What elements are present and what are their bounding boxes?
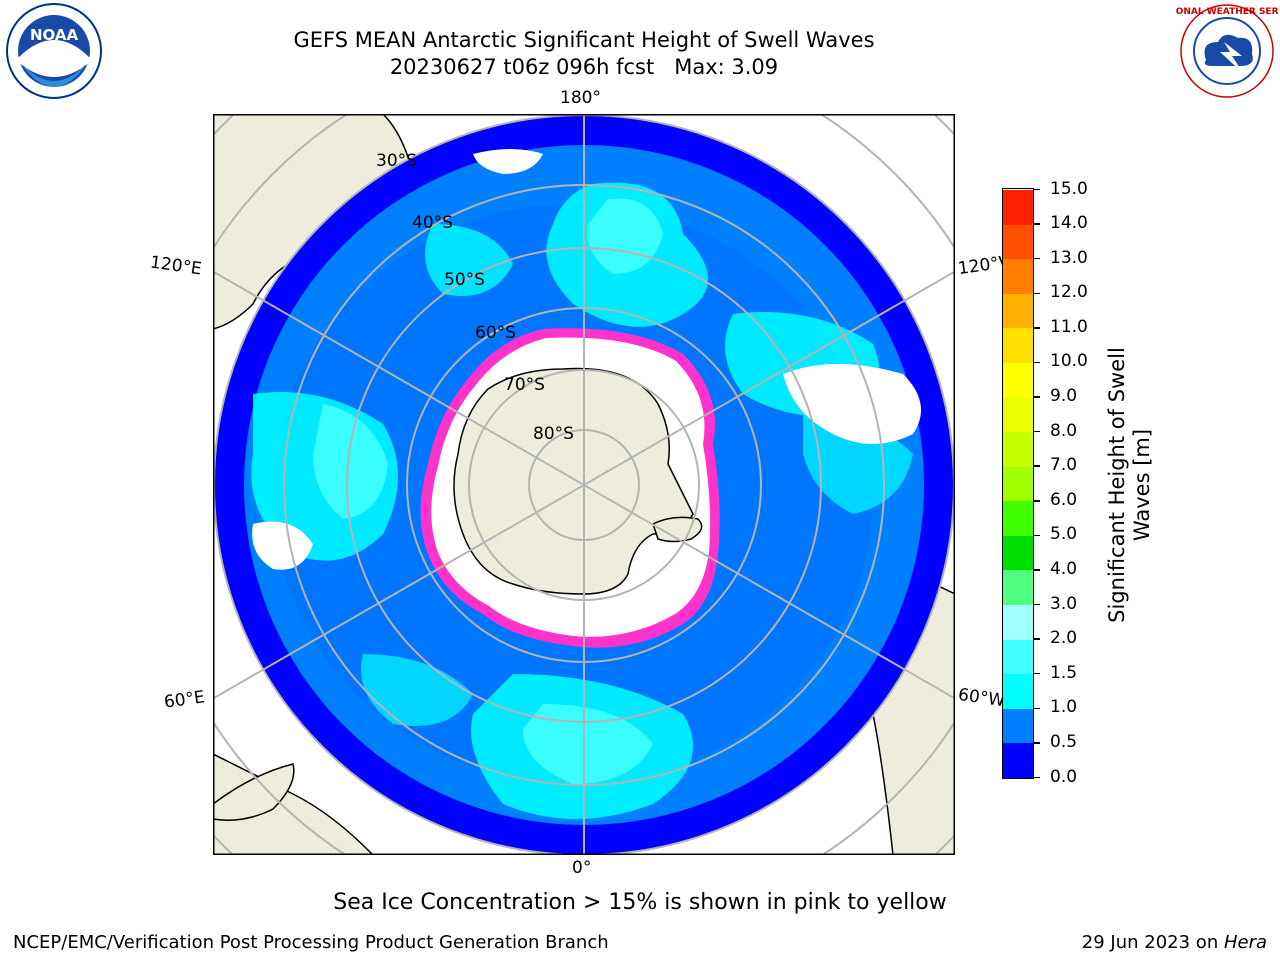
colorbar-band (1003, 742, 1033, 778)
antarctic-peninsula (652, 516, 703, 543)
lon-label-120w: 120°W (956, 252, 1006, 280)
colorbar-tick-mark (1034, 292, 1040, 294)
colorbar-tick-mark (1034, 672, 1040, 675)
colorbar-tick-mark (1034, 776, 1040, 779)
colorbar-tick-label: 3.0 (1050, 593, 1078, 614)
antarctica-land (453, 367, 694, 595)
chart-title: GEFS MEAN Antarctic Significant Height o… (293, 28, 875, 52)
colorbar-tick-label: 2.0 (1050, 628, 1078, 649)
colorbar-band (1003, 258, 1033, 294)
lon-label-0: 0° (572, 858, 592, 878)
colorbar-band (1003, 569, 1033, 606)
noaa-logo: NOAA (6, 3, 102, 99)
nws-logo-text: NATIONAL WEATHER SERVICE (1176, 7, 1278, 17)
swell-patch-10 (361, 654, 473, 726)
colorbar-band (1003, 189, 1033, 225)
colorbar (1002, 188, 1034, 779)
map-frame (213, 114, 955, 855)
colorbar-tick-mark (1034, 361, 1040, 364)
colorbar-tick-label: 0.0 (1050, 766, 1078, 787)
colorbar-tick-mark (1034, 223, 1040, 225)
colorbar-band (1003, 327, 1033, 363)
colorbar-tick-label: 15.0 (1050, 178, 1088, 199)
footer-credit: NCEP/EMC/Verification Post Processing Pr… (13, 932, 609, 953)
lat-label-80s: 80°S (533, 424, 574, 444)
colorbar-tick-mark (1034, 742, 1040, 744)
colorbar-band (1003, 431, 1033, 467)
colorbar-label: Significant Height of Swell Waves [m] (1105, 315, 1155, 655)
colorbar-band (1003, 604, 1033, 640)
swell-patch-6 (523, 704, 653, 784)
colorbar-tick-label: 11.0 (1050, 316, 1088, 337)
swell-patch-9 (425, 224, 513, 296)
colorbar-tick-label: 4.0 (1050, 558, 1078, 579)
colorbar-tick-mark (1034, 707, 1040, 710)
colorbar-tick-label: 6.0 (1050, 489, 1078, 510)
colorbar-band (1003, 708, 1033, 744)
colorbar-tick-label: 12.0 (1050, 282, 1088, 303)
colorbar-tick-mark (1034, 257, 1040, 260)
swell-patch-4 (313, 404, 388, 519)
colorbar-tick-mark (1034, 396, 1040, 398)
colorbar-tick-mark (1034, 534, 1040, 537)
footer-host: Hera (1223, 932, 1267, 953)
lat-label-40s: 40°S (412, 213, 453, 233)
colorbar-band (1003, 397, 1033, 433)
lon-label-180: 180° (560, 88, 601, 108)
lat-label-70s: 70°S (504, 375, 545, 395)
lon-label-60e: 60°E (162, 687, 207, 713)
colorbar-tick-mark (1034, 188, 1040, 191)
colorbar-band (1003, 535, 1033, 571)
colorbar-tick-mark (1034, 603, 1040, 606)
colorbar-tick-mark (1034, 638, 1040, 640)
colorbar-tick-label: 9.0 (1050, 386, 1078, 407)
colorbar-tick-label: 10.0 (1050, 351, 1088, 372)
colorbar-band (1003, 466, 1033, 502)
colorbar-band (1003, 224, 1033, 260)
footer-date: 29 Jun 2023 on Hera (1082, 932, 1267, 953)
colorbar-band (1003, 500, 1033, 536)
colorbar-tick-label: 7.0 (1050, 455, 1078, 476)
colorbar-tick-label: 1.5 (1050, 662, 1078, 683)
chart-subtitle: 20230627 t06z 096h fcst Max: 3.09 (389, 55, 779, 79)
colorbar-label-line1: Significant Height of Swell (1105, 347, 1129, 623)
colorbar-band (1003, 293, 1033, 329)
ice-offshore-2 (252, 521, 313, 570)
colorbar-tick-label: 14.0 (1050, 213, 1088, 234)
lat-label-50s: 50°S (444, 270, 485, 290)
ice-offshore-3 (473, 149, 543, 174)
colorbar-tick-mark (1034, 500, 1040, 502)
antarctic-map (213, 114, 955, 855)
colorbar-label-line2: Waves [m] (1130, 428, 1154, 542)
colorbar-tick-label: 1.0 (1050, 697, 1078, 718)
colorbar-band (1003, 639, 1033, 675)
colorbar-band (1003, 362, 1033, 398)
lon-label-120e: 120°E (148, 252, 203, 280)
ice-offshore-1 (783, 364, 921, 444)
sea-ice-note: Sea Ice Concentration > 15% is shown in … (333, 890, 947, 915)
colorbar-tick-label: 8.0 (1050, 420, 1078, 441)
madagascar-land (213, 763, 295, 821)
colorbar-tick-mark (1034, 569, 1040, 571)
footer-date-text: 29 Jun 2023 on (1081, 932, 1224, 953)
lat-label-30s: 30°S (376, 151, 417, 171)
nws-logo: NATIONAL WEATHER SERVICE (1176, 4, 1278, 98)
colorbar-tick-mark (1034, 465, 1040, 467)
colorbar-fill (1003, 189, 1033, 778)
lon-label-60w: 60°W (956, 684, 1006, 712)
colorbar-tick-mark (1034, 327, 1040, 329)
lat-label-60s: 60°S (475, 323, 516, 343)
colorbar-ticks: 0.0 0.5 1.0 1.5 2.0 3.0 4.0 5.0 6.0 7.0 8.0 9.0 10.0… (1034, 179, 1104, 787)
noaa-logo-text: NOAA (30, 26, 79, 44)
colorbar-tick-mark (1034, 430, 1040, 433)
colorbar-tick-label: 13.0 (1050, 247, 1088, 268)
colorbar-band (1003, 673, 1033, 709)
colorbar-tick-label: 0.5 (1050, 731, 1078, 752)
colorbar-tick-label: 5.0 (1050, 524, 1078, 545)
